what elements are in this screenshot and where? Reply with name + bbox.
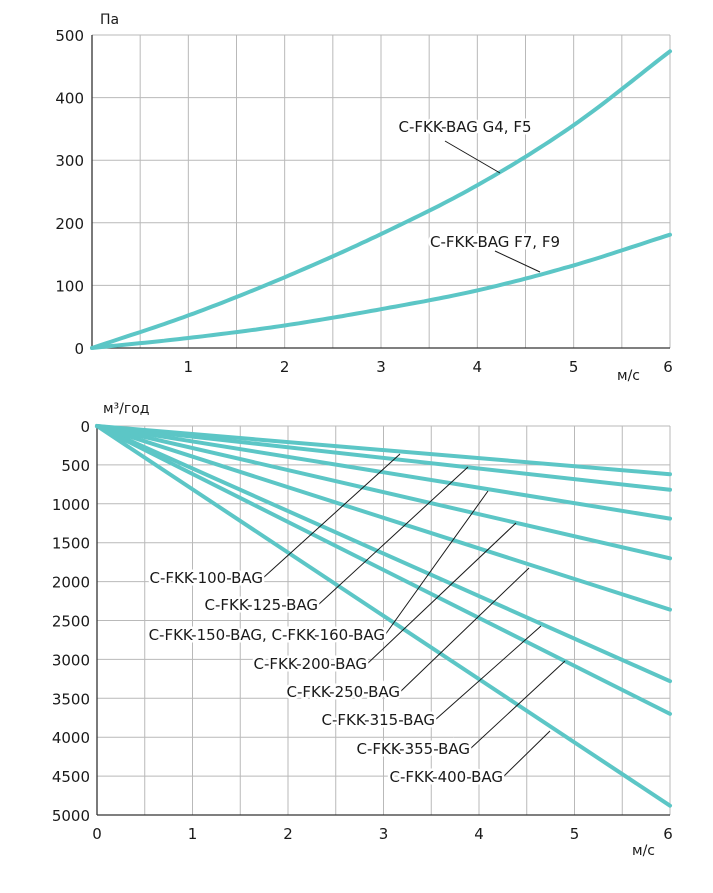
bottom-series-line-c-fkk-150-bag-c-fkk-160-bag — [95, 424, 672, 521]
bottom-y-axis-label: м³/год — [103, 401, 150, 417]
bottom-leader-line — [262, 453, 401, 579]
bottom-series-label: C-FKK-200-BAG — [254, 655, 367, 673]
bottom-series-line-c-fkk-125-bag — [95, 424, 672, 492]
bottom-series-line-c-fkk-250-bag — [95, 424, 672, 612]
bottom-series-line-c-fkk-355-bag — [95, 424, 672, 716]
bottom-series-line-c-fkk-200-bag — [95, 424, 672, 561]
top-x-tick-label: 3 — [376, 358, 386, 376]
bottom-y-tick-label: 500 — [61, 457, 90, 475]
bottom-y-tick-label: 3000 — [52, 651, 90, 669]
bottom-leader-line — [469, 660, 566, 750]
top-leader-line — [444, 140, 501, 174]
top-y-tick-label: 100 — [55, 277, 84, 295]
bottom-x-axis-label: м/с — [632, 843, 655, 859]
top-y-tick-label: 500 — [55, 27, 84, 45]
bottom-leader-line — [434, 625, 542, 721]
bottom-x-tick-label: 6 — [663, 825, 673, 843]
top-series-label: C-FKK-BAG G4, F5 — [398, 118, 531, 136]
bottom-series-line-c-fkk-315-bag — [95, 424, 672, 684]
bottom-x-tick-label: 3 — [379, 825, 389, 843]
bottom-y-tick-label: 1000 — [52, 496, 90, 514]
bottom-y-tick-label: 0 — [80, 418, 90, 436]
top-x-tick-label: 1 — [184, 358, 194, 376]
top-leader-line — [494, 250, 541, 273]
bottom-y-tick-label: 2000 — [52, 574, 90, 592]
bottom-y-tick-label: 4000 — [52, 729, 90, 747]
top-y-tick-label: 200 — [55, 215, 84, 233]
bottom-leader-line — [366, 522, 517, 665]
bottom-x-tick-label: 1 — [188, 825, 198, 843]
top-y-tick-label: 400 — [55, 90, 84, 108]
bottom-series-label: C-FKK-400-BAG — [390, 768, 503, 786]
bottom-leader-line — [317, 466, 469, 606]
bottom-series-label: C-FKK-250-BAG — [287, 683, 400, 701]
bottom-y-tick-label: 2500 — [52, 613, 90, 631]
top-series-label: C-FKK-BAG F7, F9 — [430, 233, 560, 251]
top-series-line-c-fkk-bag-g4-f5 — [90, 49, 672, 350]
top-y-tick-label: 300 — [55, 152, 84, 170]
bottom-series-line-c-fkk-400-bag — [95, 424, 672, 808]
top-x-tick-label: 5 — [569, 358, 579, 376]
bottom-y-tick-label: 3500 — [52, 690, 90, 708]
bottom-leader-line — [502, 730, 551, 778]
top-x-axis-label: м/с — [617, 368, 640, 384]
bottom-y-tick-label: 1500 — [52, 535, 90, 553]
bottom-series-label: C-FKK-150-BAG, C-FKK-160-BAG — [149, 626, 385, 644]
bottom-y-tick-label: 4500 — [52, 768, 90, 786]
bottom-x-tick-label: 4 — [474, 825, 484, 843]
bottom-y-tick-label: 5000 — [52, 807, 90, 825]
top-x-tick-label: 6 — [663, 358, 673, 376]
bottom-series-label: C-FKK-355-BAG — [357, 740, 470, 758]
top-series-line-c-fkk-bag-f7-f9 — [90, 232, 672, 350]
top-y-axis-label: Па — [100, 12, 119, 28]
bottom-series-line-c-fkk-100-bag — [95, 424, 672, 477]
bottom-series-label: C-FKK-100-BAG — [150, 569, 263, 587]
bottom-leader-line — [384, 490, 489, 636]
bottom-x-tick-label: 2 — [283, 825, 293, 843]
bottom-series-label: C-FKK-315-BAG — [322, 711, 435, 729]
bottom-x-tick-label: 5 — [570, 825, 580, 843]
bottom-series-label: C-FKK-125-BAG — [205, 596, 318, 614]
bottom-x-tick-label: 0 — [92, 825, 102, 843]
bottom-leader-line — [399, 567, 530, 693]
top-y-tick-label: 0 — [74, 340, 84, 358]
top-x-tick-label: 4 — [473, 358, 483, 376]
top-x-tick-label: 2 — [280, 358, 290, 376]
